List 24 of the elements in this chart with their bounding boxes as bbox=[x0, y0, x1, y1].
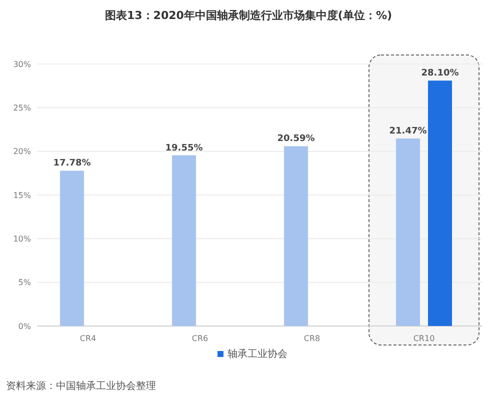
x-tick-label: CR6 bbox=[192, 334, 208, 343]
bar bbox=[396, 138, 420, 326]
data-label: 20.59% bbox=[277, 134, 315, 144]
text: 资料来源：中国轴承工业协会整理 bbox=[6, 380, 156, 392]
bar bbox=[172, 155, 196, 326]
y-tick-label: 15% bbox=[13, 190, 32, 200]
chart-title: 图表13：2020年中国轴承制造行业市场集中度(单位：%) bbox=[105, 9, 392, 22]
bar bbox=[284, 146, 308, 326]
data-label: 19.55% bbox=[165, 143, 203, 154]
y-tick-label: 5% bbox=[18, 278, 32, 288]
data-label: 21.47% bbox=[389, 126, 427, 136]
y-tick-label: 0% bbox=[18, 322, 32, 331]
x-tick-label: CR4 bbox=[80, 334, 96, 343]
x-tick-label: CR8 bbox=[304, 334, 320, 343]
bar bbox=[428, 80, 452, 326]
x-tick-label: CR10 bbox=[413, 334, 435, 343]
data-label: 28.10% bbox=[421, 68, 459, 79]
y-tick-label: 10% bbox=[13, 234, 32, 244]
y-tick-label: 30% bbox=[13, 60, 32, 69]
data-label: 17.78% bbox=[53, 158, 91, 169]
bar bbox=[60, 170, 84, 326]
y-tick-label: 20% bbox=[13, 147, 32, 156]
legend-label: 轴承工业协会 bbox=[228, 348, 288, 360]
y-tick-label: 25% bbox=[13, 103, 32, 112]
